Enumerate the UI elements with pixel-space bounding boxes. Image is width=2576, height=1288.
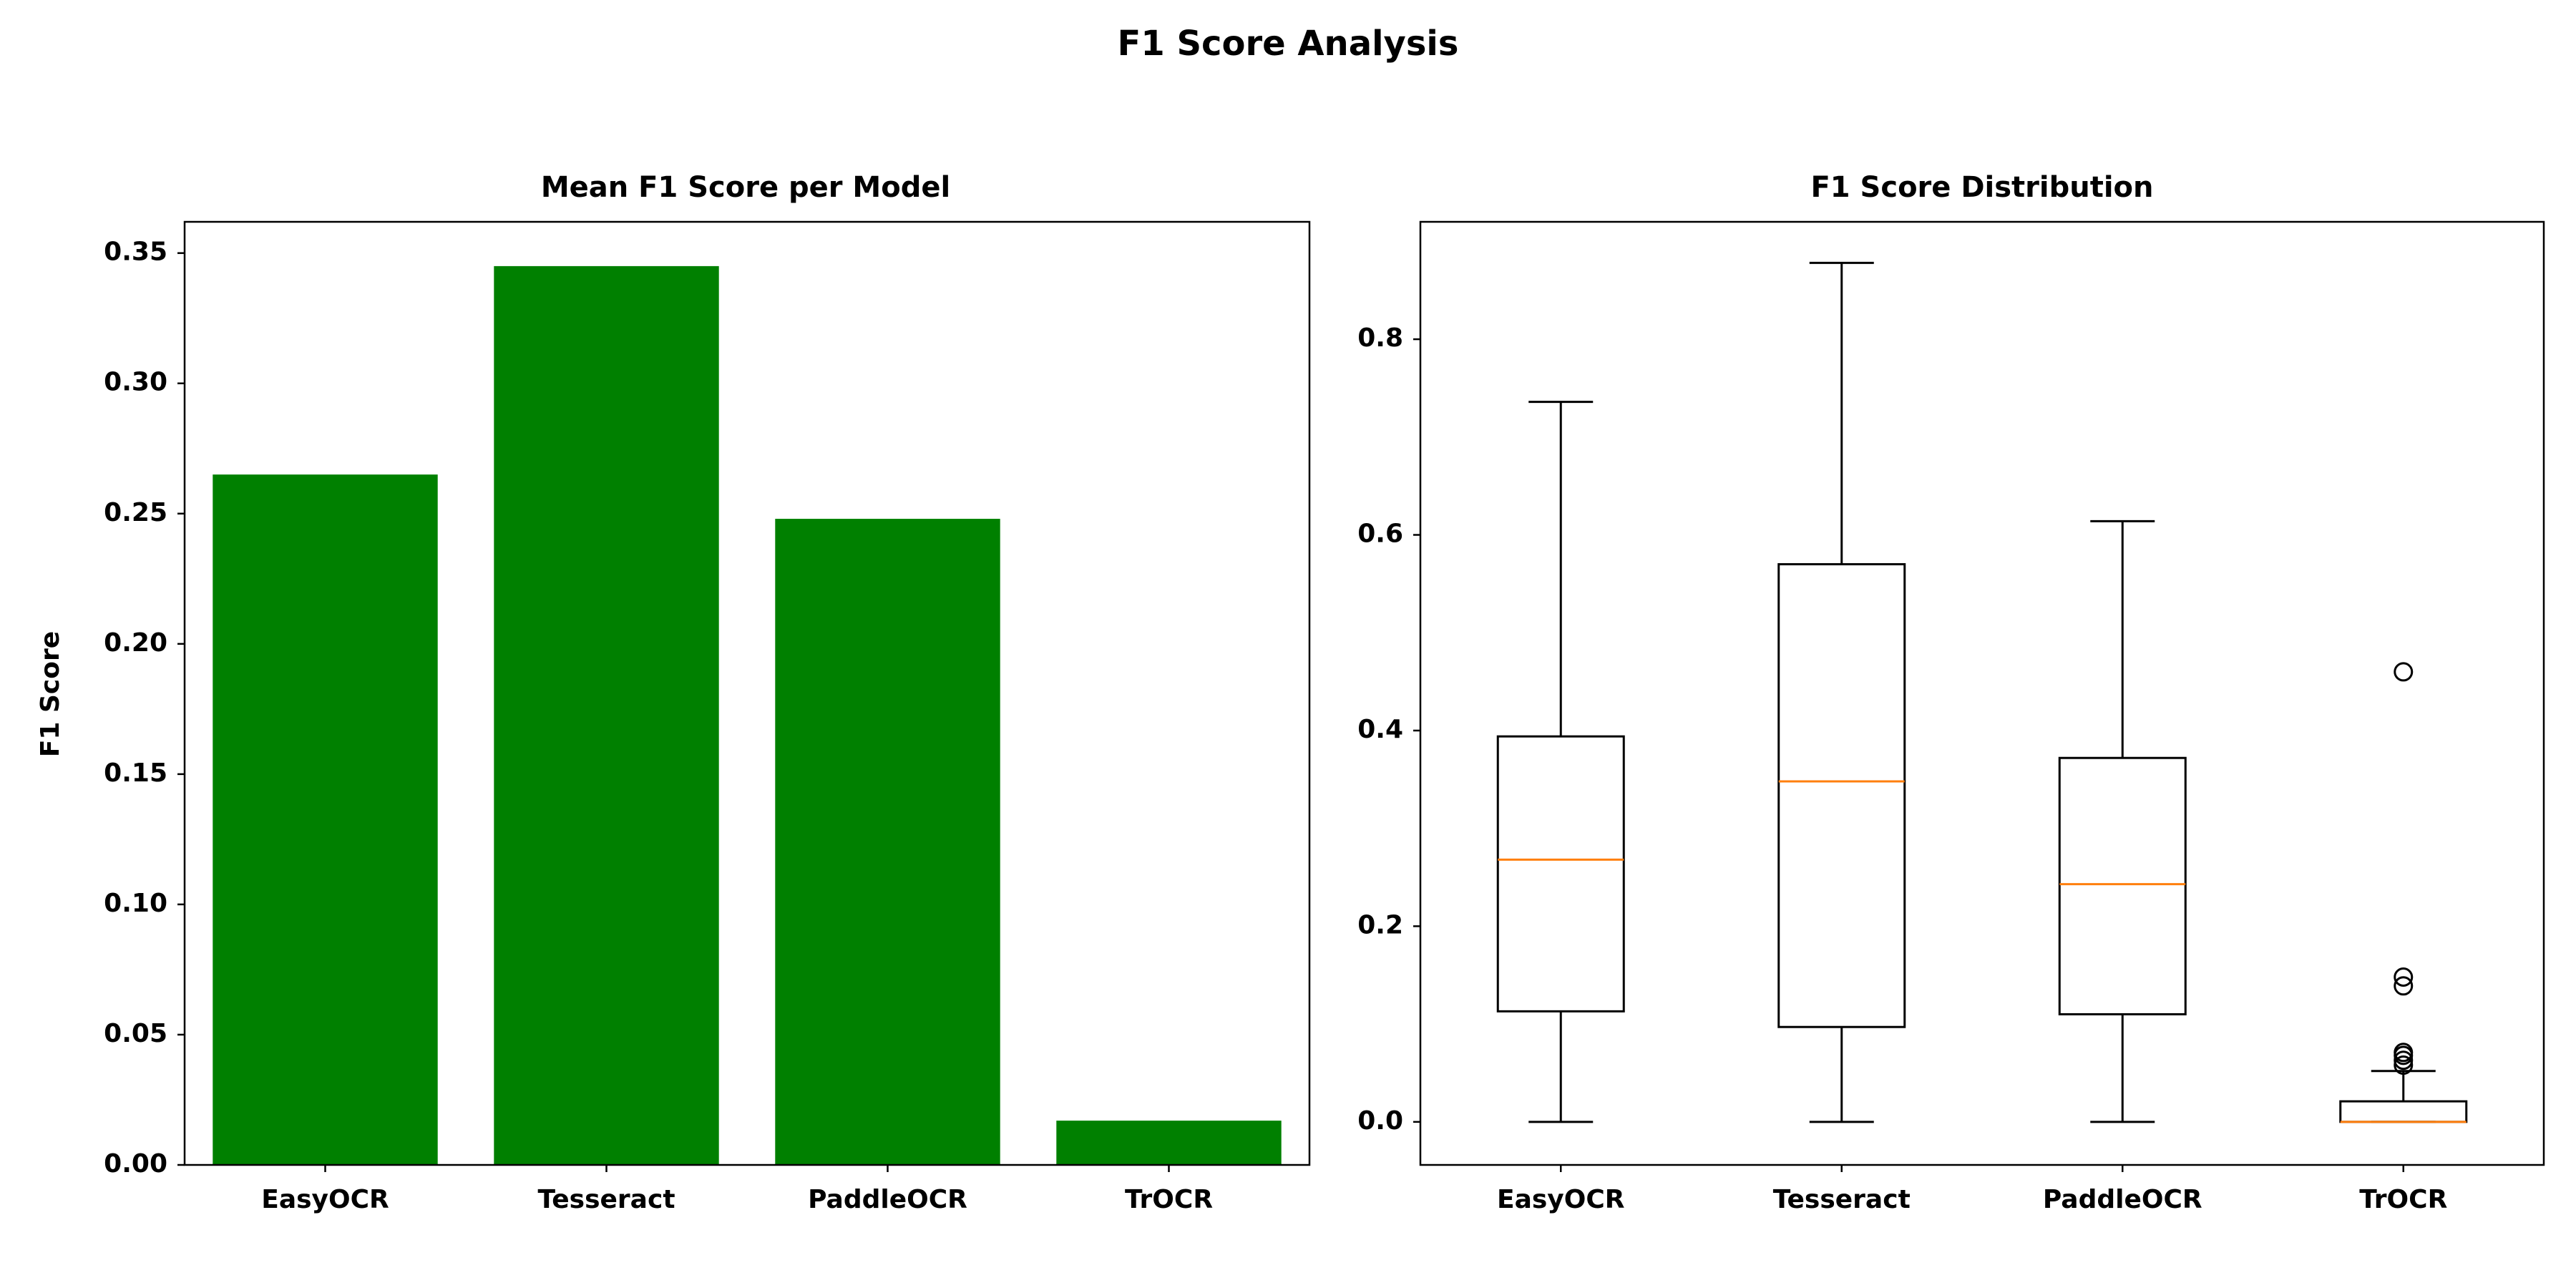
bar-y-tick-label: 0.20 (104, 628, 167, 658)
figure-title: F1 Score Analysis (1118, 24, 1459, 64)
box-x-tick-label: Tesseract (1773, 1185, 1911, 1214)
box-paddleocr (2058, 519, 2187, 1123)
outlier-point (2394, 1050, 2414, 1070)
outlier-point (2394, 1055, 2414, 1075)
outlier-point (2394, 976, 2414, 996)
bar-paddleocr (775, 519, 1000, 1165)
bar-y-axis: 0.00 0.05 0.10 0.15 0.20 0.25 0.30 0.35 (104, 238, 185, 1179)
bar-chart-title: Mean F1 Score per Model (541, 171, 950, 204)
bar-y-tick-label: 0.00 (104, 1149, 167, 1179)
bar-tesseract (494, 265, 719, 1165)
bar-y-tick-label: 0.10 (104, 889, 167, 918)
box-plot-frame (1419, 220, 2545, 1166)
bar-x-tick-label: Tesseract (537, 1185, 675, 1214)
box-y-tick-label: 0.2 (1357, 910, 1403, 940)
box-plot-title: F1 Score Distribution (1810, 171, 2153, 204)
bar-x-tick-label: PaddleOCR (808, 1185, 967, 1214)
bar-easyocr (213, 474, 438, 1165)
box-x-axis: EasyOCR Tesseract PaddleOCR TrOCR (1497, 1165, 2447, 1214)
outlier-point (2394, 1043, 2414, 1063)
bar-x-axis: EasyOCR Tesseract PaddleOCR TrOCR (261, 1165, 1213, 1214)
box-x-tick-label: PaddleOCR (2043, 1185, 2202, 1214)
box-y-axis: 0.0 0.2 0.4 0.6 0.8 (1357, 323, 1420, 1136)
bar-y-tick-label: 0.05 (104, 1019, 167, 1048)
box-y-tick-label: 0.6 (1357, 519, 1403, 549)
bar-plot-frame (183, 220, 1311, 1166)
bar-y-tick-label: 0.35 (104, 238, 167, 267)
bar-x-tick-label: EasyOCR (261, 1185, 389, 1214)
bar-chart-panel: Mean F1 Score per Model F1 Score 0.000.0… (36, 171, 1311, 1214)
bar-trocr (1056, 1121, 1282, 1165)
iqr-box (1777, 563, 1906, 1028)
bar-chart-ylabel: F1 Score (36, 631, 65, 757)
box-tesseract (1777, 261, 1906, 1123)
bar-y-tick-label: 0.15 (104, 758, 167, 788)
iqr-box (1496, 735, 1625, 1013)
box-y-tick-label: 0.4 (1357, 715, 1403, 744)
outlier-point (2394, 662, 2414, 682)
box-x-tick-label: EasyOCR (1497, 1185, 1625, 1214)
box-trocr (2339, 662, 2468, 1123)
iqr-box (2058, 756, 2187, 1015)
bar-marks (213, 265, 1282, 1165)
bar-x-tick-label: TrOCR (1125, 1185, 1213, 1214)
box-plot-panel: F1 Score Distribution 0.0 0.2 0.4 0.6 0.8 Ea… (1357, 171, 2545, 1214)
box-easyocr (1496, 401, 1625, 1123)
box-marks (1496, 261, 2468, 1123)
bar-y-tick-label: 0.25 (104, 498, 167, 527)
bar-y-tick-label: 0.30 (104, 368, 167, 397)
box-y-tick-label: 0.8 (1357, 323, 1403, 353)
box-x-tick-label: TrOCR (2359, 1185, 2447, 1214)
box-y-tick-label: 0.0 (1357, 1106, 1403, 1136)
outlier-point (2394, 967, 2414, 987)
